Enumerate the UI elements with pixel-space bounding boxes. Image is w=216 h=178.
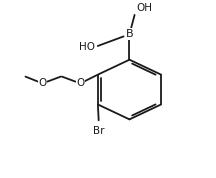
Text: OH: OH: [136, 3, 152, 13]
Text: HO: HO: [79, 41, 95, 52]
Text: Br: Br: [93, 126, 105, 136]
Text: B: B: [126, 29, 133, 39]
Text: O: O: [38, 78, 47, 88]
Text: O: O: [76, 78, 84, 88]
